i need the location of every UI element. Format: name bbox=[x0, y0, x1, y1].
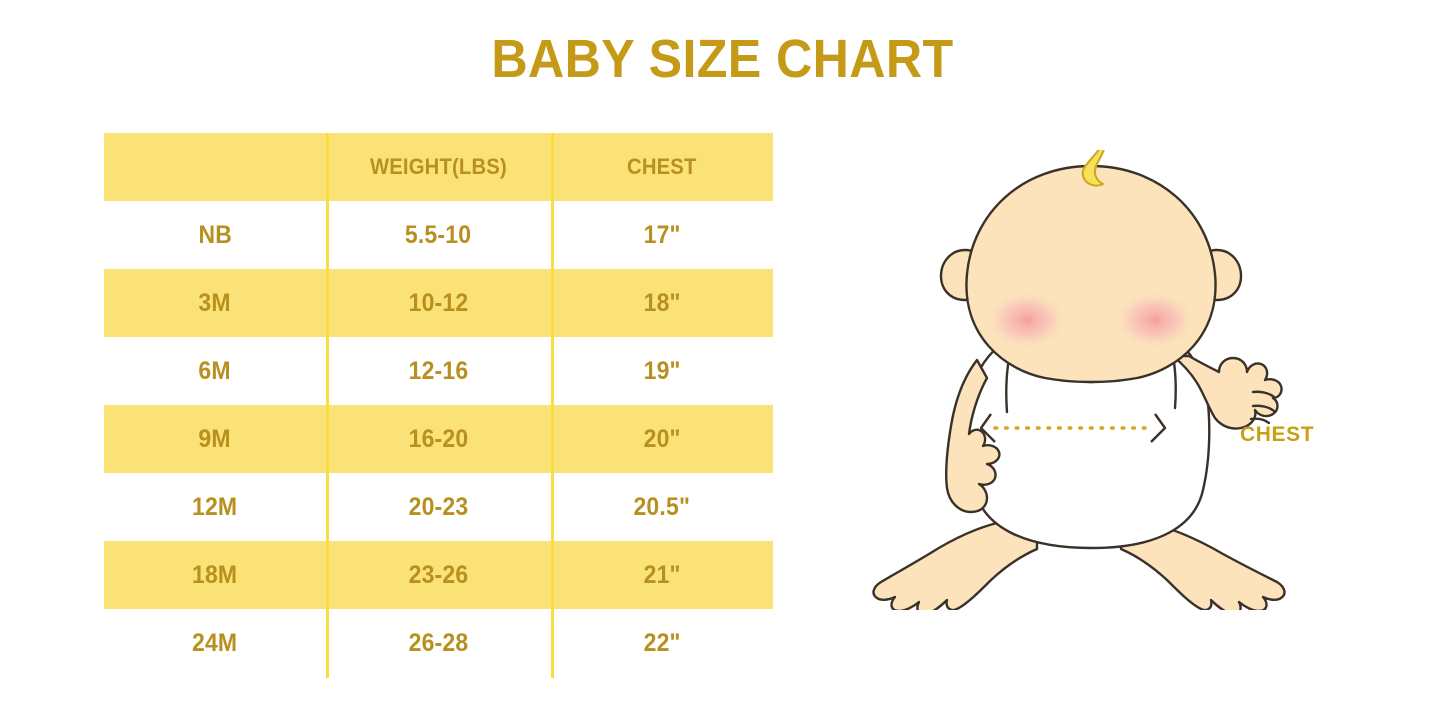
header-cell-chest: CHEST bbox=[627, 154, 697, 179]
cell-weight: 12-16 bbox=[408, 356, 469, 385]
cell-chest: 21" bbox=[643, 560, 681, 589]
baby-head bbox=[965, 164, 1217, 384]
chest-measure-arrow-left bbox=[979, 413, 996, 443]
table-row: 9M 16-20 20" bbox=[104, 405, 773, 473]
baby-left-arm bbox=[945, 358, 1001, 514]
page-title: BABY SIZE CHART bbox=[491, 29, 954, 89]
baby-left-leg bbox=[872, 520, 1039, 616]
cell-size: 12M bbox=[192, 492, 238, 521]
header-cell-weight: WEIGHT(LBS) bbox=[370, 154, 507, 179]
cell-weight: 16-20 bbox=[408, 424, 469, 453]
cell-size: 24M bbox=[192, 628, 238, 657]
cell-size: 9M bbox=[198, 424, 232, 453]
baby-right-leg bbox=[1119, 520, 1286, 616]
table-row: 6M 12-16 19" bbox=[104, 337, 773, 405]
cell-weight: 10-12 bbox=[408, 288, 469, 317]
table-row: 18M 23-26 21" bbox=[104, 541, 773, 609]
table-row: 24M 26-28 22" bbox=[104, 609, 773, 677]
cell-weight: 5.5-10 bbox=[405, 220, 472, 249]
size-table: WEIGHT(LBS) CHEST NB 5.5-10 17" 3M 10-12… bbox=[104, 133, 773, 678]
cell-chest: 17" bbox=[643, 220, 681, 249]
chest-measure-arrow-right bbox=[1150, 413, 1167, 443]
baby-blush-cheeks bbox=[985, 290, 1197, 350]
cell-size: 3M bbox=[198, 288, 232, 317]
cell-chest: 20.5" bbox=[633, 492, 691, 521]
cell-chest: 22" bbox=[643, 628, 681, 657]
cell-weight: 26-28 bbox=[408, 628, 469, 657]
table-row: NB 5.5-10 17" bbox=[104, 201, 773, 269]
table-row: 3M 10-12 18" bbox=[104, 269, 773, 337]
baby-right-arm bbox=[1171, 354, 1283, 430]
cell-weight: 20-23 bbox=[408, 492, 469, 521]
table-header-row: WEIGHT(LBS) CHEST bbox=[104, 133, 773, 201]
cell-chest: 19" bbox=[643, 356, 681, 385]
chest-measure-label: CHEST bbox=[1240, 423, 1315, 446]
cell-chest: 18" bbox=[643, 288, 681, 317]
cell-size: 6M bbox=[198, 356, 232, 385]
column-divider-2 bbox=[551, 133, 554, 678]
table-row: 12M 20-23 20.5" bbox=[104, 473, 773, 541]
baby-illustration bbox=[855, 135, 1325, 616]
column-divider-1 bbox=[326, 133, 329, 678]
cell-chest: 20" bbox=[643, 424, 681, 453]
header-cell-size bbox=[104, 133, 326, 201]
cell-size: 18M bbox=[192, 560, 238, 589]
cell-weight: 23-26 bbox=[408, 560, 469, 589]
cell-size: NB bbox=[198, 220, 232, 249]
